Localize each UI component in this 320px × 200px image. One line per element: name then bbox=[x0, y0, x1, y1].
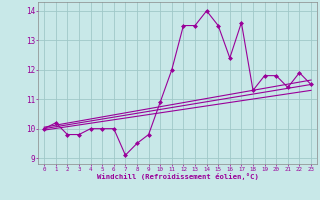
X-axis label: Windchill (Refroidissement éolien,°C): Windchill (Refroidissement éolien,°C) bbox=[97, 173, 259, 180]
